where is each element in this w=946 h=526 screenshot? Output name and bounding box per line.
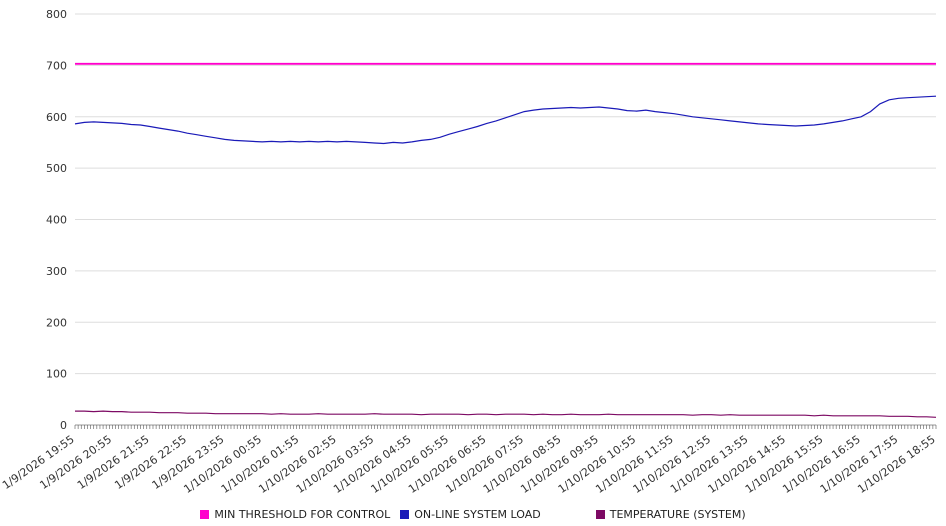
legend-item-system-load: ON-LINE SYSTEM LOAD — [400, 508, 541, 521]
y-axis-tick-label: 800 — [46, 8, 67, 21]
series-line-on-line-system-load — [74, 95, 937, 145]
y-axis-tick-label: 500 — [46, 162, 67, 175]
y-axis-tick-label: 400 — [46, 214, 67, 227]
y-axis-tick-label: 0 — [60, 419, 67, 432]
legend-item-temperature: TEMPERATURE (SYSTEM) — [595, 508, 746, 521]
legend-label-system-load: ON-LINE SYSTEM LOAD — [414, 508, 541, 521]
y-axis-tick-label: 600 — [46, 111, 67, 124]
legend-label-temperature: TEMPERATURE (SYSTEM) — [609, 508, 746, 521]
min-threshold-swatch-icon — [200, 510, 210, 519]
legend-label-min-threshold: MIN THRESHOLD FOR CONTROL — [214, 508, 391, 521]
chart-legend: MIN THRESHOLD FOR CONTROL ON-LINE SYSTEM… — [0, 508, 946, 521]
temperature-swatch-icon — [595, 510, 605, 519]
y-axis-tick-label: 100 — [46, 368, 67, 381]
system-load-swatch-icon — [400, 510, 410, 519]
y-axis-tick-label: 200 — [46, 316, 67, 329]
series-line-temperature-system- — [75, 410, 937, 418]
y-axis-tick-label: 700 — [46, 59, 67, 72]
legend-item-min-threshold: MIN THRESHOLD FOR CONTROL — [200, 508, 390, 521]
y-axis-tick-label: 300 — [46, 265, 67, 278]
